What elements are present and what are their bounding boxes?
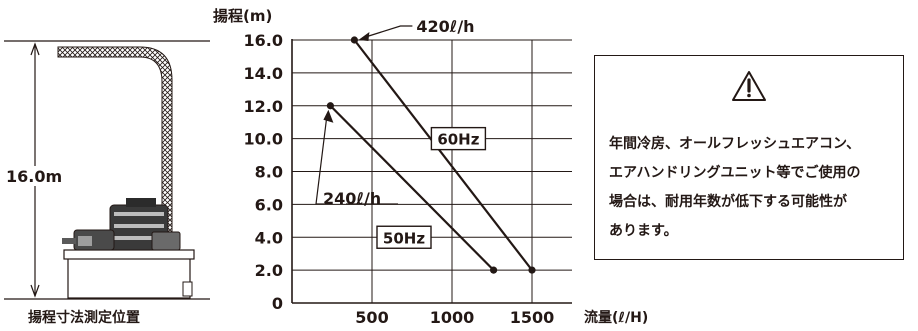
y-tick-label: 6.0 [255, 195, 283, 214]
y-tick-label: 10.0 [244, 130, 283, 149]
x-tick-label: 1000 [430, 308, 475, 327]
y-tick-label: 12.0 [244, 97, 283, 116]
notice-box: 年間冷房、オールフレッシュエアコン、 エアハンドリングユニット等でご使用の 場合… [594, 55, 904, 260]
y-axis-title: 揚程(m) [213, 7, 272, 25]
tank-body [67, 257, 191, 299]
y-tick-label: 16.0 [244, 31, 283, 50]
x-axis-title: 流量(ℓ/H) [584, 309, 648, 326]
data-point-60hz [528, 266, 536, 274]
x-tick-labels: 500 1000 1500 [355, 308, 554, 327]
chart-series [326, 36, 536, 274]
tank-drain-cap [182, 281, 193, 297]
notice-line: 場合は、耐用年数が低下する可能性が [609, 194, 847, 210]
y-tick-label: 8.0 [255, 163, 283, 182]
notice-line: あります。 [609, 223, 678, 239]
annotation-leader [315, 119, 327, 205]
x-tick-label: 500 [355, 308, 388, 327]
y-tick-label: 14.0 [244, 64, 283, 83]
height-label: 16.0m [6, 167, 62, 186]
annotation-arrowhead [323, 109, 334, 123]
series-label-box-60hz [430, 126, 487, 151]
pump-illustration: 16.0m 揚程寸法測定位置 [2, 40, 210, 326]
illustration-caption: 揚程寸法測定位置 [28, 309, 140, 326]
annotation-leader [362, 25, 413, 39]
annotation-label: 420ℓ/h [416, 17, 474, 36]
y-tick-label: 2.0 [255, 261, 283, 280]
annotation-arrowhead [358, 32, 370, 41]
annotation-label: 240ℓ/h [323, 189, 381, 208]
data-point-60hz [350, 36, 358, 44]
notice-text: 年間冷房、オールフレッシュエアコン、 エアハンドリングユニット等でご使用の 場合… [609, 130, 899, 246]
series-labels: 60Hz 50Hz [376, 126, 487, 249]
notice-line: 年間冷房、オールフレッシュエアコン、 [609, 136, 861, 152]
series-label-60hz: 60Hz [437, 131, 479, 149]
chart-axes [291, 39, 572, 304]
y-tick-label: 0 [272, 294, 283, 313]
data-point-50hz [326, 102, 334, 110]
data-point-50hz [490, 266, 498, 274]
series-label-50hz: 50Hz [383, 229, 425, 247]
series-line-60hz [353, 39, 533, 271]
x-tick-label: 1500 [510, 308, 555, 327]
pump-unit [62, 198, 181, 251]
chart-annotations: 420ℓ/h 240ℓ/h [315, 17, 475, 208]
chart: 0 2.0 4.0 6.0 8.0 10.0 12.0 14.0 16.0 500 1000 150… [213, 7, 648, 327]
y-tick-labels: 0 2.0 4.0 6.0 8.0 10.0 12.0 14.0 16.0 [244, 31, 283, 313]
y-tick-label: 4.0 [255, 228, 283, 247]
tank-lid [63, 249, 195, 260]
chart-grid [292, 39, 572, 303]
warning-triangle-icon [732, 71, 766, 101]
series-line-50hz [329, 104, 495, 271]
notice-line: エアハンドリングユニット等でご使用の [609, 165, 861, 181]
series-label-box-50hz [376, 225, 432, 249]
